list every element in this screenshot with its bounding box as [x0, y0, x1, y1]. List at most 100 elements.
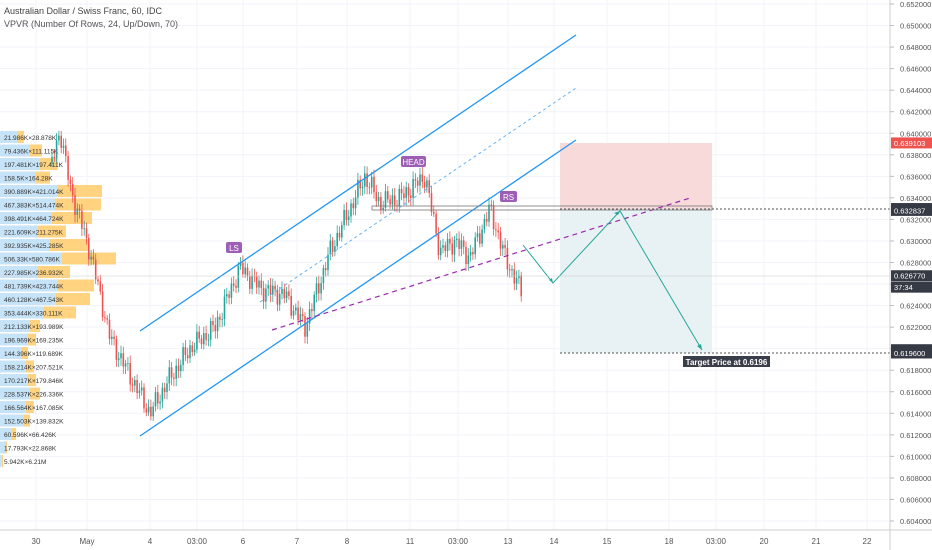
vp-bar-down	[26, 360, 34, 373]
candle-body	[329, 240, 332, 255]
candle-body	[147, 406, 150, 413]
candle-body	[350, 203, 352, 217]
drawings: LS HEAD RS Target Price at 0.6196	[0, 34, 890, 437]
candle-body	[249, 276, 251, 289]
vp-bar-down	[30, 144, 42, 157]
candle-body	[88, 237, 90, 260]
candle-body	[393, 195, 396, 206]
candle-body	[318, 283, 320, 294]
candle-body	[143, 387, 145, 409]
vp-bar-down	[38, 266, 70, 278]
vp-bar-up	[0, 131, 18, 143]
candle-body	[460, 240, 463, 249]
candle-body	[154, 392, 157, 407]
candle-body	[292, 310, 295, 316]
vp-bar-down	[12, 428, 16, 440]
vp-bar-up	[0, 239, 50, 251]
vp-bar-up	[0, 441, 5, 454]
candle-body	[481, 229, 483, 244]
price-label-bg	[891, 137, 932, 149]
candle-body	[313, 294, 315, 312]
candle-body	[186, 355, 189, 359]
candle-body	[276, 289, 279, 305]
candle-body	[476, 233, 479, 238]
candle-body	[435, 213, 437, 234]
candle-body	[76, 208, 79, 215]
candle-body	[451, 243, 453, 255]
x-tick-label: 4	[148, 537, 153, 546]
candle-body	[311, 309, 313, 312]
candle-body	[495, 229, 497, 231]
vp-bar-down	[26, 401, 34, 413]
candle-body	[387, 191, 389, 200]
candle-body	[81, 210, 83, 229]
vp-label: 390.889K×421.014K	[4, 189, 64, 196]
vp-label: 60.596K×66.426K	[4, 432, 57, 439]
price-label: 37:34	[894, 283, 913, 292]
candle-body	[366, 173, 368, 187]
candle-body	[124, 363, 127, 367]
candle-body	[223, 296, 226, 319]
candle-body	[382, 207, 384, 210]
vp-bar-up	[0, 401, 26, 413]
candle-body	[140, 387, 143, 391]
candle-body	[278, 293, 281, 305]
vp-label: 152.503K×139.832K	[4, 419, 64, 426]
candle-body	[485, 219, 488, 222]
candle-body	[384, 191, 387, 208]
candle-body	[439, 247, 442, 256]
candle-body	[251, 275, 253, 289]
candle-body	[78, 208, 81, 211]
candle-body	[341, 225, 343, 238]
ls-label-text: LS	[229, 244, 239, 253]
y-tick-label: 0.640000	[900, 129, 931, 138]
candle-body	[410, 195, 412, 198]
candle-body	[405, 187, 407, 198]
candle-body	[51, 156, 53, 164]
candle-body	[274, 285, 276, 290]
candle-body	[502, 244, 504, 249]
vp-bar-up	[0, 333, 28, 346]
candle-body	[352, 203, 355, 209]
target-label-text: Target Price at 0.6196	[686, 358, 768, 367]
candle-body	[203, 333, 205, 345]
vp-bar-up	[0, 293, 56, 305]
vp-bar-down	[38, 225, 66, 238]
candle-body	[267, 285, 269, 289]
candle-body	[193, 349, 196, 353]
candle-body	[343, 209, 345, 226]
symbol-title: Australian Dollar / Swiss Franc, 60, IDC	[4, 6, 163, 16]
vp-bar-down	[44, 306, 76, 319]
candle-body	[324, 268, 327, 271]
candle-body	[150, 406, 152, 417]
y-tick-label: 0.632000	[900, 215, 931, 224]
candle-body	[377, 196, 380, 202]
candle-body	[364, 173, 366, 187]
candle-body	[207, 339, 210, 341]
vp-bar-up	[0, 279, 58, 292]
candle-body	[458, 238, 460, 249]
time-axis-ticks: 30 May 4 03:00 6 7 8 11 03:00 13 14 15 18 03:00 20 21 22	[32, 537, 872, 546]
y-tick-label: 0.648000	[900, 43, 931, 52]
candle-body	[157, 392, 159, 404]
candle-body	[288, 291, 290, 296]
candle-body	[53, 156, 56, 159]
vp-bar-up	[0, 360, 26, 373]
vp-bar-up	[0, 374, 28, 386]
x-tick-label: 03:00	[448, 537, 469, 546]
indicator-title: VPVR (Number Of Rows, 24, Up/Down, 70)	[4, 19, 179, 29]
rs-label-text: RS	[503, 193, 514, 202]
x-tick-label: 7	[295, 537, 300, 546]
vp-label: 158.214K×207.521K	[4, 365, 64, 372]
candle-body	[184, 347, 187, 356]
price-label-bg	[891, 347, 932, 359]
vp-bar-up	[0, 320, 30, 332]
arrow-head-1	[549, 278, 553, 283]
candle-body	[214, 325, 217, 332]
candle-body	[299, 314, 302, 321]
candle-body	[232, 283, 235, 286]
candle-body	[295, 307, 297, 311]
candle-body	[196, 331, 198, 350]
vp-bar-down	[18, 131, 24, 143]
